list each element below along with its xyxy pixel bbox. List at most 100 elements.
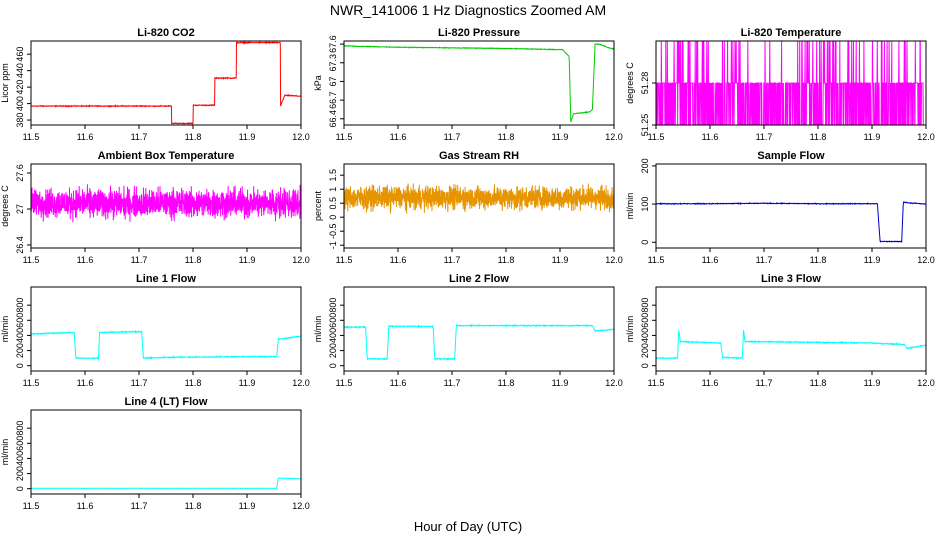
y-axis-label: ml/min (0, 439, 10, 466)
x-tick-label: 11.7 (444, 132, 461, 142)
panel-title: Li-820 Pressure (438, 27, 520, 39)
y-tick-label: 66.7 (328, 91, 338, 109)
plot-frame (343, 40, 615, 126)
y-tick-label: 100 (640, 197, 650, 212)
x-tick-label: 12.0 (605, 132, 623, 142)
y-axis-label: ml/min (625, 316, 635, 343)
plot-frame (655, 163, 927, 249)
y-axis-label: kPa (313, 75, 323, 91)
x-tick-label: 11.7 (756, 378, 773, 388)
panel-title: Line 3 Flow (761, 273, 821, 285)
x-tick-label: 11.9 (239, 132, 256, 142)
y-tick-label: 380 (15, 113, 25, 128)
y-tick-label: 200 (640, 158, 650, 173)
x-tick-label: 11.8 (810, 255, 827, 265)
y-axis-label: ml/min (313, 316, 323, 343)
y-tick-label: 800 (328, 298, 338, 313)
x-tick-label: 11.6 (77, 378, 94, 388)
y-tick-label: 26.4 (15, 236, 25, 254)
y-tick-label: 800 (15, 298, 25, 313)
x-tick-label: 11.6 (702, 378, 719, 388)
y-axis-label: ml/min (0, 316, 10, 343)
panel-title: Gas Stream RH (439, 150, 519, 162)
x-tick-label: 11.7 (131, 132, 148, 142)
series-line (655, 200, 927, 243)
x-tick-label: 12.0 (917, 378, 935, 388)
x-tick-label: 11.9 (552, 132, 569, 142)
x-tick-label: 11.6 (390, 255, 407, 265)
x-tick-label: 12.0 (605, 255, 623, 265)
y-tick-label: 600 (15, 436, 25, 451)
x-tick-label: 11.5 (648, 378, 665, 388)
series-line (30, 184, 302, 223)
x-tick-label: 12.0 (292, 255, 310, 265)
x-tick-label: 11.9 (239, 255, 256, 265)
x-tick-label: 11.8 (185, 132, 202, 142)
plot-frame (30, 286, 302, 372)
y-tick-label: 400 (15, 96, 25, 111)
y-tick-label: 51.28 (640, 72, 650, 95)
panel-8: Line 3 Flow ml/min 11.5 11.6 11.7 11.8 11.9 12.… (625, 273, 935, 388)
x-tick-label: 12.0 (292, 132, 310, 142)
x-tick-label: 11.5 (336, 255, 353, 265)
plot-frame (30, 40, 302, 126)
y-tick-label: 200 (328, 343, 338, 358)
x-tick-label: 11.6 (77, 501, 94, 511)
x-tick-label: 11.7 (444, 378, 461, 388)
plot-frame (655, 286, 927, 372)
y-tick-label: 67 (328, 76, 338, 86)
series-line (343, 183, 615, 214)
panel-title: Li-820 CO2 (137, 27, 194, 39)
y-tick-label: 600 (15, 313, 25, 328)
y-tick-label: 400 (15, 451, 25, 466)
y-tick-label: 51.25 (640, 114, 650, 137)
x-tick-label: 12.0 (292, 501, 310, 511)
x-tick-label: 11.6 (77, 132, 94, 142)
x-tick-label: 11.7 (131, 378, 148, 388)
x-tick-label: 12.0 (605, 378, 623, 388)
y-tick-label: 400 (328, 328, 338, 343)
x-tick-label: 11.6 (390, 378, 407, 388)
x-tick-label: 11.7 (131, 501, 148, 511)
x-tick-label: 11.6 (390, 132, 407, 142)
plot-frame (343, 286, 615, 372)
panel-3: Ambient Box Temperature degrees C 11.5 11.6… (0, 150, 310, 265)
x-tick-label: 11.6 (702, 255, 719, 265)
y-tick-label: 27 (15, 204, 25, 214)
y-axis-label: percent (313, 190, 323, 221)
y-tick-label: 1 (328, 187, 338, 192)
y-tick-label: 800 (15, 421, 25, 436)
y-tick-label: 67.3 (328, 54, 338, 72)
y-tick-label: 440 (15, 63, 25, 78)
panel-9: Line 4 (LT) Flow ml/min 11.5 11.6 11.7 11.8 11… (0, 396, 310, 511)
x-tick-label: 11.5 (336, 378, 353, 388)
panel-title: Line 1 Flow (136, 273, 196, 285)
x-tick-label: 12.0 (917, 132, 935, 142)
x-tick-label: 11.8 (498, 378, 515, 388)
x-tick-label: 11.8 (498, 132, 515, 142)
panel-1: Li-820 Pressure kPa 11.5 11.6 11.7 11.8 11.9 12… (313, 27, 623, 142)
x-tick-label: 11.7 (756, 132, 773, 142)
y-tick-label: -0.5 (328, 223, 338, 239)
y-tick-label: 0 (328, 363, 338, 368)
y-tick-label: 0 (640, 363, 650, 368)
y-tick-label: -1 (328, 241, 338, 249)
x-tick-label: 11.5 (336, 132, 353, 142)
x-tick-label: 11.9 (239, 378, 256, 388)
x-tick-label: 11.5 (648, 132, 665, 142)
y-axis-label: degrees C (0, 185, 10, 227)
x-tick-label: 11.7 (756, 255, 773, 265)
x-tick-label: 11.8 (185, 255, 202, 265)
y-tick-label: 0 (640, 240, 650, 245)
x-tick-label: 11.6 (702, 132, 719, 142)
plot-frame (30, 163, 302, 249)
x-tick-label: 11.8 (185, 501, 202, 511)
panel-0: Li-820 CO2 Licor ppm 11.5 11.6 11.7 11.8 11.9 1… (0, 27, 310, 142)
series-line (343, 323, 615, 361)
panel-6: Line 1 Flow ml/min 11.5 11.6 11.7 11.8 11.9 12.… (0, 273, 310, 388)
y-axis-label: degrees C (625, 62, 635, 104)
y-tick-label: 460 (15, 47, 25, 62)
plot-frame (30, 409, 302, 495)
y-tick-label: 420 (15, 80, 25, 95)
